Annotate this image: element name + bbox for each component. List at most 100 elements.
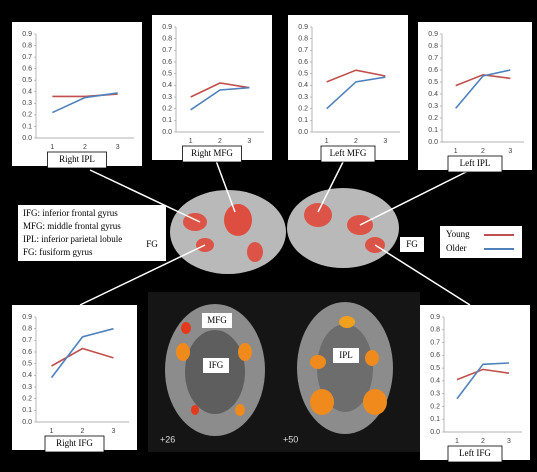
y-tick-label: 0.5 bbox=[22, 77, 32, 84]
chart-title: Right MFG bbox=[191, 148, 233, 158]
y-tick-label: 0.7 bbox=[22, 337, 32, 344]
y-tick-label: 0.6 bbox=[162, 59, 172, 66]
y-tick-label: 0.9 bbox=[22, 314, 32, 321]
y-tick-label: 0.8 bbox=[22, 326, 32, 333]
y-tick-label: 0.9 bbox=[162, 24, 172, 31]
y-tick-label: 0.1 bbox=[22, 407, 32, 414]
y-tick-label: 0.4 bbox=[298, 82, 308, 89]
chart-title: Right IFG bbox=[56, 438, 93, 448]
definition: IFG: inferior frontal gyrus bbox=[23, 208, 118, 218]
definition: MFG: middle frontal gyrus bbox=[23, 221, 121, 231]
brain-left-hemisphere bbox=[287, 188, 399, 268]
x-tick-label: 1 bbox=[455, 438, 459, 445]
chart-title: Left IPL bbox=[460, 158, 491, 168]
x-tick-label: 2 bbox=[481, 438, 485, 445]
y-tick-label: 0.4 bbox=[22, 89, 32, 96]
y-tick-label: 0.8 bbox=[430, 327, 440, 334]
y-tick-label: 0.3 bbox=[428, 103, 438, 110]
y-tick-label: 0.8 bbox=[22, 42, 32, 49]
y-tick-label: 0.7 bbox=[22, 54, 32, 61]
y-tick-label: 0.0 bbox=[162, 129, 172, 136]
definition: FG: fusiform gyrus bbox=[23, 247, 93, 257]
region-label: IFG bbox=[209, 360, 224, 370]
definition: IPL: inferior parietal lobule bbox=[23, 234, 122, 244]
y-tick-label: 0.2 bbox=[298, 106, 308, 113]
y-tick-label: 0.6 bbox=[428, 67, 438, 74]
y-tick-label: 0.0 bbox=[430, 429, 440, 436]
y-tick-label: 0.2 bbox=[162, 106, 172, 113]
y-tick-label: 0.1 bbox=[22, 123, 32, 130]
y-tick-label: 0.3 bbox=[430, 391, 440, 398]
y-tick-label: 0.2 bbox=[428, 115, 438, 122]
y-tick-label: 0.0 bbox=[22, 419, 32, 426]
x-tick-label: 2 bbox=[481, 148, 485, 155]
y-tick-label: 0.5 bbox=[162, 71, 172, 78]
x-tick-label: 1 bbox=[454, 148, 458, 155]
y-tick-label: 0.0 bbox=[428, 139, 438, 146]
y-tick-label: 0.4 bbox=[430, 378, 440, 385]
slice-label: +26 bbox=[160, 434, 175, 444]
legend-label: Young bbox=[446, 229, 470, 239]
y-tick-label: 0.2 bbox=[22, 112, 32, 119]
x-tick-label: 1 bbox=[189, 138, 193, 145]
y-tick-label: 0.6 bbox=[22, 66, 32, 73]
y-tick-label: 0.3 bbox=[162, 94, 172, 101]
y-tick-label: 0.0 bbox=[22, 135, 32, 142]
x-tick-label: 2 bbox=[218, 138, 222, 145]
y-tick-label: 0.4 bbox=[22, 372, 32, 379]
y-tick-label: 0.8 bbox=[428, 43, 438, 50]
y-tick-label: 0.9 bbox=[22, 31, 32, 38]
x-tick-label: 2 bbox=[81, 428, 85, 435]
y-tick-label: 0.1 bbox=[428, 127, 438, 134]
x-tick-label: 3 bbox=[383, 138, 387, 145]
brain-images bbox=[148, 188, 420, 452]
region-label: IPL bbox=[339, 350, 353, 360]
region-label: FG bbox=[406, 239, 418, 249]
slice-label: +50 bbox=[283, 434, 298, 444]
y-tick-label: 0.7 bbox=[430, 339, 440, 346]
y-tick-label: 0.5 bbox=[428, 79, 438, 86]
y-tick-label: 0.4 bbox=[162, 82, 172, 89]
y-tick-label: 0.2 bbox=[22, 396, 32, 403]
brain-right-hemisphere bbox=[170, 190, 286, 274]
x-tick-label: 1 bbox=[325, 138, 329, 145]
x-tick-label: 2 bbox=[83, 144, 87, 151]
y-tick-label: 0.0 bbox=[298, 129, 308, 136]
y-tick-label: 0.3 bbox=[22, 100, 32, 107]
y-tick-label: 0.8 bbox=[298, 36, 308, 43]
y-tick-label: 0.1 bbox=[430, 416, 440, 423]
x-tick-label: 3 bbox=[116, 144, 120, 151]
y-tick-label: 0.7 bbox=[428, 55, 438, 62]
y-tick-label: 0.6 bbox=[298, 59, 308, 66]
x-tick-label: 1 bbox=[50, 428, 54, 435]
x-tick-label: 3 bbox=[508, 148, 512, 155]
y-tick-label: 0.7 bbox=[298, 47, 308, 54]
y-tick-label: 0.9 bbox=[298, 24, 308, 31]
x-tick-label: 3 bbox=[112, 428, 116, 435]
y-tick-label: 0.6 bbox=[430, 352, 440, 359]
y-tick-label: 0.1 bbox=[298, 117, 308, 124]
y-tick-label: 0.3 bbox=[298, 94, 308, 101]
y-tick-label: 0.8 bbox=[162, 36, 172, 43]
region-label: FG bbox=[146, 239, 158, 249]
y-tick-label: 0.9 bbox=[430, 314, 440, 321]
chart-title: Left IFG bbox=[459, 448, 491, 458]
x-tick-label: 2 bbox=[354, 138, 358, 145]
y-tick-label: 0.1 bbox=[162, 117, 172, 124]
y-tick-label: 0.5 bbox=[430, 365, 440, 372]
x-tick-label: 1 bbox=[50, 144, 54, 151]
x-tick-label: 3 bbox=[507, 438, 511, 445]
y-tick-label: 0.2 bbox=[430, 403, 440, 410]
region-label: MFG bbox=[207, 315, 227, 325]
legend-label: Older bbox=[446, 243, 467, 253]
y-tick-label: 0.7 bbox=[162, 47, 172, 54]
y-tick-label: 0.3 bbox=[22, 384, 32, 391]
y-tick-label: 0.9 bbox=[428, 31, 438, 38]
y-tick-label: 0.5 bbox=[22, 361, 32, 368]
y-tick-label: 0.6 bbox=[22, 349, 32, 356]
chart-title: Left MFG bbox=[330, 148, 367, 158]
figure: IFG: inferior frontal gyrus MFG: middle … bbox=[0, 0, 537, 472]
chart-title: Right IPL bbox=[59, 154, 95, 164]
x-tick-label: 3 bbox=[247, 138, 251, 145]
y-tick-label: 0.5 bbox=[298, 71, 308, 78]
